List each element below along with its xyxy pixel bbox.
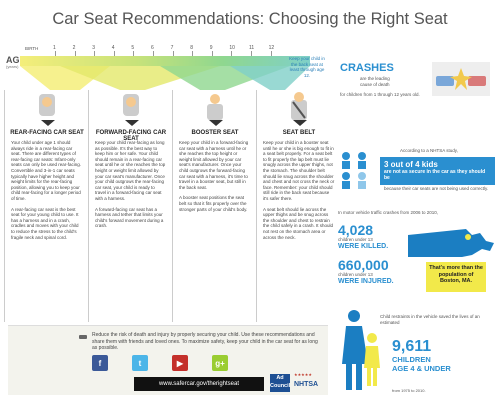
age-sublabel: (years) xyxy=(6,64,19,69)
age-tick-label: 10 xyxy=(229,45,235,51)
age-gradient-bar xyxy=(20,56,310,66)
three-of-four-tail: because their car seats are not being us… xyxy=(384,186,489,191)
column-paragraph: Keep your child in a forward-facing car … xyxy=(179,140,249,190)
seat-belt-buckle-icon xyxy=(79,335,87,339)
rear-facing-seat-icon xyxy=(39,94,55,116)
column-forward-facing: FORWARD-FACING CAR SEAT Keep your child … xyxy=(88,90,170,322)
column-paragraph: Keep your child in a booster seat until … xyxy=(263,140,335,201)
age-tick-label: 1 xyxy=(53,45,56,51)
age-tick-label: 4 xyxy=(111,45,115,51)
column-booster: BOOSTER SEAT Keep your child in a forwar… xyxy=(172,90,254,322)
age-tick-mark xyxy=(153,51,154,56)
arrow-down-icon xyxy=(125,120,139,126)
children-saved-caption: CHILDREN AGE 4 & UNDER xyxy=(392,355,451,373)
column-seat-belt: SEAT BELT Keep your child in a booster s… xyxy=(256,90,338,322)
booster-seat-icon xyxy=(207,94,223,120)
three-of-four-headline: 3 out of 4 kids xyxy=(384,160,438,169)
column-paragraph: A booster seat positions the seat belt s… xyxy=(179,195,248,212)
age-tick-mark xyxy=(231,51,233,56)
page-title: Car Seat Recommendations: Choosing the R… xyxy=(52,10,448,28)
seat-belt-icon xyxy=(291,92,307,120)
age-tick-mark xyxy=(192,51,194,56)
children-caption-line2: AGE 4 & UNDER xyxy=(392,363,451,373)
arrow-down-icon xyxy=(293,120,307,126)
arrow-down-icon xyxy=(41,120,55,126)
crash-illustration-icon xyxy=(432,62,490,96)
column-heading: SEAT BELT xyxy=(282,130,316,136)
children-saved-tail: from 1975 to 2010. xyxy=(392,388,426,393)
column-paragraph: A seat belt should lie across the upper … xyxy=(263,206,334,240)
age-tick-mark xyxy=(251,51,252,56)
age-tick-label: 6 xyxy=(151,45,154,51)
column-paragraph: Keep your child rear-facing as long as p… xyxy=(95,140,166,201)
wedge-seat-belt xyxy=(230,66,310,90)
crashes-tagline: for children from 1 through 12 years old… xyxy=(340,92,420,97)
age-tick-label: 3 xyxy=(92,45,95,51)
column-heading: REAR-FACING CAR SEAT xyxy=(10,130,84,136)
restraint-intro: Child restraints in the vehicle saved th… xyxy=(380,314,480,325)
twitter-icon[interactable]: t xyxy=(132,355,148,371)
bottom-message: Reduce the risk of death and injury by p… xyxy=(92,332,318,351)
age-tick-label: 5 xyxy=(131,45,135,51)
boston-population-note: That's more than the population of Bosto… xyxy=(426,262,486,292)
age-tick-mark xyxy=(270,51,272,56)
nhtsa-study-box: 3 out of 4 kids are not as secure in the… xyxy=(380,157,495,185)
children-caption-line1: CHILDREN xyxy=(392,355,431,364)
crashes-subtitle: are the leading cause of death xyxy=(360,76,390,87)
age-tick-label: 8 xyxy=(190,45,193,51)
nhtsa-stars-icon: ★★★★★ xyxy=(294,372,312,377)
killed-small: children under 13 xyxy=(338,237,373,242)
children-saved-number: 9,611 xyxy=(392,338,432,355)
arrow-down-icon xyxy=(209,120,223,126)
age-tick-mark xyxy=(211,51,213,56)
kids-icon-grid xyxy=(342,152,366,189)
age-tick-label: 9 xyxy=(209,45,213,51)
age-tick-label: 2 xyxy=(72,45,76,51)
column-heading: FORWARD-FACING CAR SEAT xyxy=(95,130,167,142)
googleplus-icon[interactable]: g+ xyxy=(212,355,228,371)
age-tick-mark xyxy=(172,51,174,56)
age-tick-mark xyxy=(74,51,76,56)
family-illustration-icon xyxy=(342,310,380,390)
nhtsa-logo: NHTSA xyxy=(294,381,319,388)
age-tick-mark xyxy=(55,51,56,56)
age-label: AGE xyxy=(6,55,26,65)
crash-stats-intro: In motor vehicle traffic crashes from 20… xyxy=(338,210,438,215)
website-url-link[interactable]: www.safercar.gov/therightseat xyxy=(134,377,264,391)
killed-number: 4,028 xyxy=(338,222,374,238)
age-tick-mark xyxy=(133,51,135,56)
massachusetts-map-icon xyxy=(408,229,494,257)
column-paragraph: Your child under age 1 should always rid… xyxy=(11,140,82,201)
column-rear-facing: REAR-FACING CAR SEAT Your child under ag… xyxy=(4,90,86,322)
column-paragraph: A forward-facing car seat has a harness … xyxy=(95,206,164,229)
injured-small: children under 13 xyxy=(338,272,373,277)
age-tick-label: 12 xyxy=(268,45,275,51)
birth-label: BIRTH xyxy=(25,46,39,51)
column-heading: BOOSTER SEAT xyxy=(191,130,239,136)
injured-number: 660,000 xyxy=(338,257,389,273)
ad-council-logo: Ad Council xyxy=(270,374,290,392)
injured-caption: WERE INJURED. xyxy=(338,278,394,285)
keep-back-seat-note: Keep your child in the back seat at leas… xyxy=(289,56,325,78)
facebook-icon[interactable]: f xyxy=(92,355,108,371)
age-tick-label: 11 xyxy=(249,45,255,51)
age-tick-mark xyxy=(113,51,115,56)
age-tick-mark xyxy=(94,51,96,56)
age-wedges xyxy=(20,66,310,90)
age-tick-label: 7 xyxy=(170,45,174,51)
three-of-four-sub: are not as secure in the car as they sho… xyxy=(384,169,486,181)
nhtsa-study-intro: According to a NHTSA study, xyxy=(400,148,458,153)
killed-caption: WERE KILLED. xyxy=(338,243,389,250)
forward-facing-seat-icon xyxy=(123,94,139,116)
crashes-title: CRASHES xyxy=(340,62,394,74)
column-paragraph: A rear-facing car seat is the best seat … xyxy=(11,206,79,240)
youtube-icon[interactable]: ▶ xyxy=(172,355,188,371)
